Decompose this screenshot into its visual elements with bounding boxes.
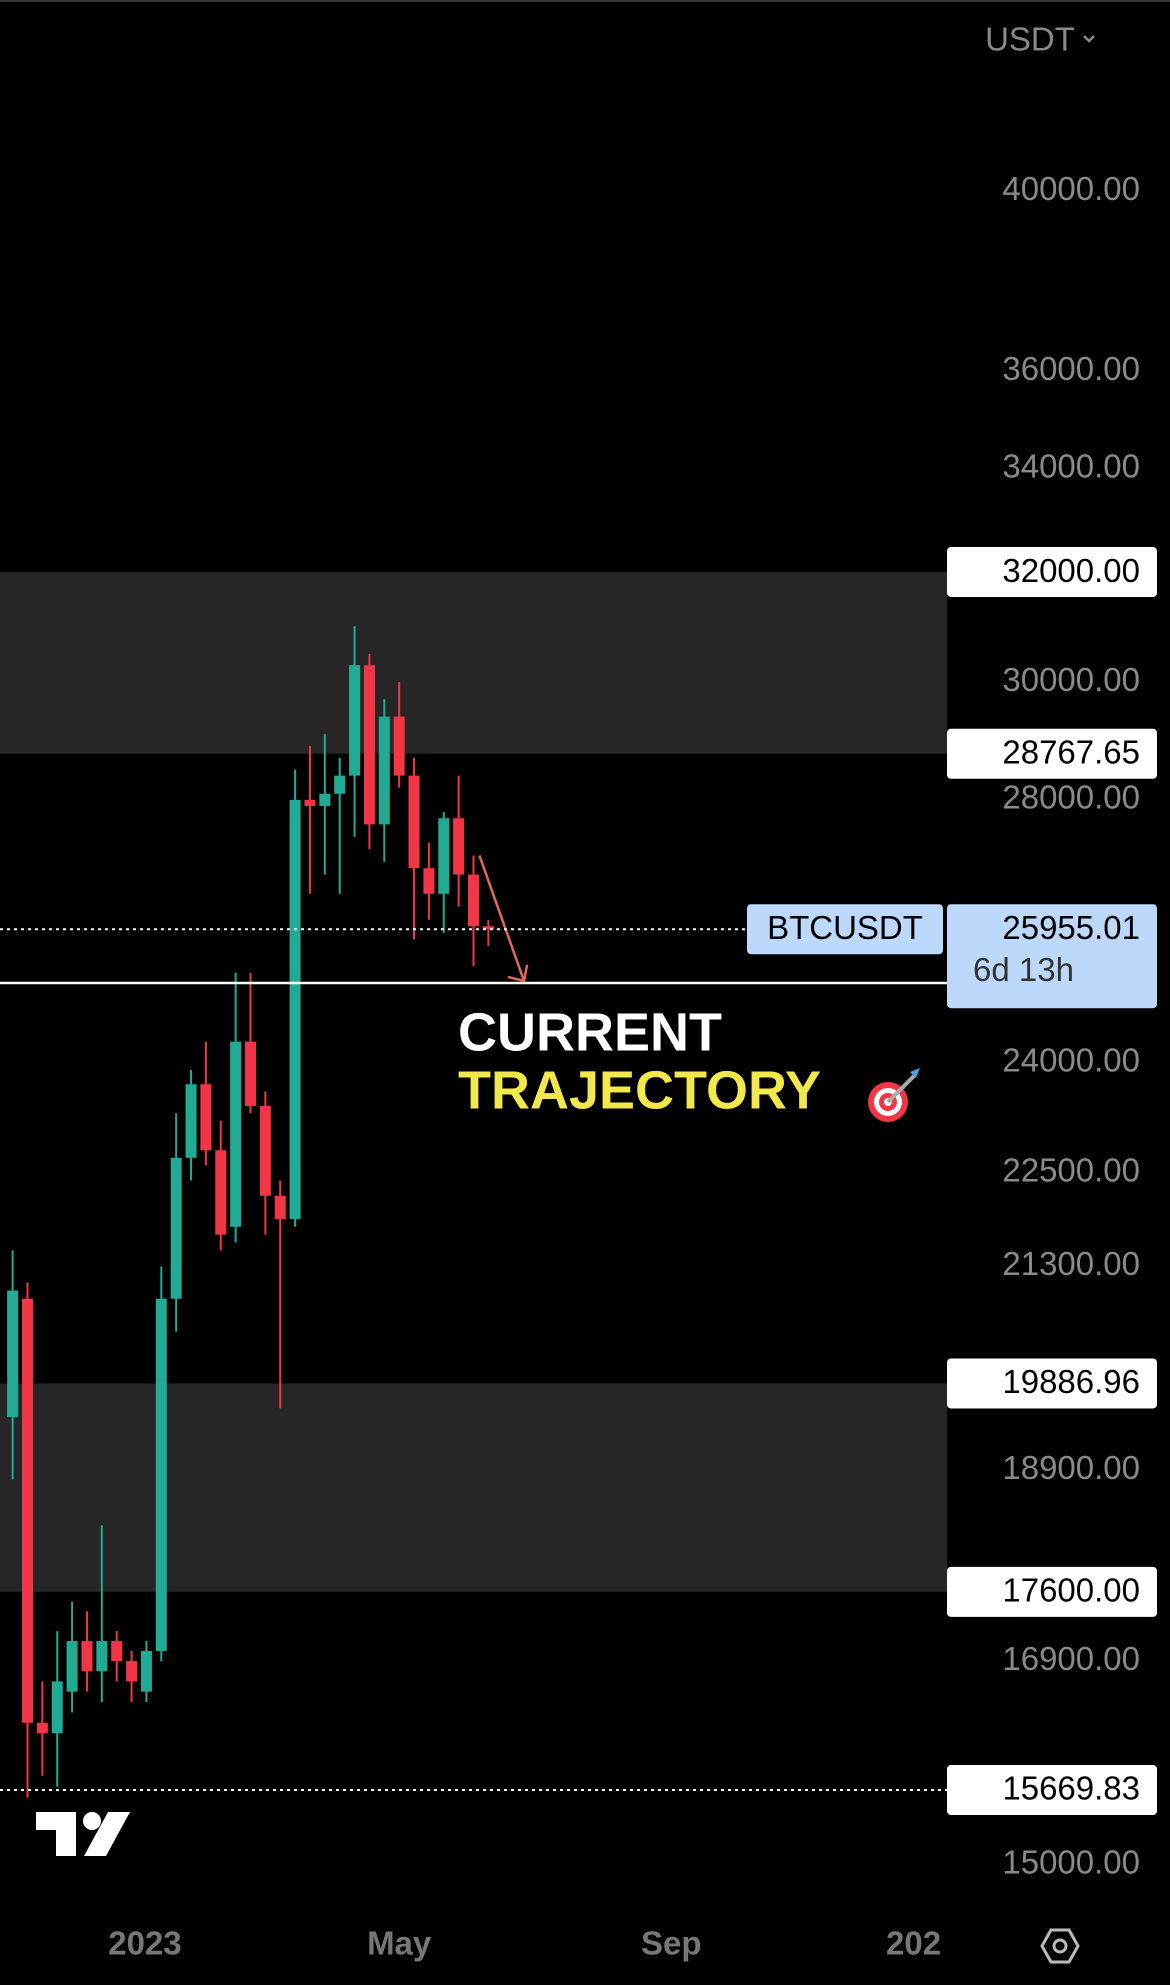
candle-body <box>319 793 331 806</box>
level-label-box <box>947 1765 1157 1816</box>
y-tick-label: 30000.00 <box>1002 661 1140 698</box>
price-zone <box>0 1383 947 1592</box>
y-tick-label: 24000.00 <box>1002 1042 1140 1079</box>
settings-icon[interactable] <box>1040 1928 1080 1964</box>
annotation-line: CURRENT <box>458 1002 722 1062</box>
price-zone <box>0 572 947 754</box>
y-tick-label: 28000.00 <box>1002 779 1140 816</box>
candle-body <box>155 1298 167 1652</box>
candle-body <box>81 1641 93 1672</box>
currency-chevron <box>1083 35 1095 43</box>
y-tick-label: 21300.00 <box>1002 1245 1140 1282</box>
candle-body <box>185 1084 197 1158</box>
candle-body <box>66 1641 78 1692</box>
y-tick-label: 16900.00 <box>1002 1640 1140 1677</box>
candle-body <box>453 818 465 875</box>
candle-body <box>96 1641 108 1672</box>
last-price-box <box>947 904 1157 1009</box>
candle-body <box>230 1041 242 1227</box>
y-tick-label: 15000.00 <box>1002 1843 1140 1880</box>
candle-body <box>393 716 405 776</box>
trajectory-arrow <box>478 855 529 983</box>
candle-body <box>200 1084 212 1151</box>
candle-body <box>36 1722 48 1734</box>
candle-body <box>259 1105 271 1196</box>
x-tick-label: 2023 <box>108 1925 181 1962</box>
y-tick-label: 22500.00 <box>1002 1152 1140 1189</box>
y-tick-label: 34000.00 <box>1002 447 1140 484</box>
candle-body <box>140 1651 152 1692</box>
annotation-line: TRAJECTORY <box>458 1060 821 1120</box>
x-tick-label: May <box>367 1925 432 1962</box>
candle-body <box>304 799 316 806</box>
candle-body <box>7 1290 19 1417</box>
countdown-label: 6d 13h <box>973 951 1074 988</box>
candle-body <box>170 1157 182 1299</box>
currency-selector[interactable]: USDT <box>985 21 1075 58</box>
level-label: 19886.96 <box>1002 1363 1140 1400</box>
candle-body <box>334 775 346 794</box>
last-price-label: 25955.01 <box>1002 909 1140 946</box>
symbol-box <box>747 904 943 955</box>
candle-body <box>423 868 435 894</box>
candle-body <box>378 716 390 825</box>
candle-body <box>51 1681 63 1734</box>
candle-body <box>22 1298 34 1723</box>
candle-body <box>408 775 420 869</box>
x-tick-label: Sep <box>641 1925 702 1962</box>
tradingview-logo[interactable] <box>36 1812 130 1856</box>
zones <box>0 572 947 1592</box>
candle-body <box>289 799 301 1219</box>
candles <box>7 626 494 1798</box>
candle-body <box>245 1041 257 1106</box>
axis: 40000.00 36000.00 34000.00 30000.00 28000.00… <box>108 170 1140 1962</box>
candle-body <box>215 1150 227 1235</box>
y-tick-label: 40000.00 <box>1002 170 1140 207</box>
x-tick-label: 202 <box>886 1925 941 1962</box>
overlays: 32000.00 28767.65 19886.96 17600.00 15669.83… <box>0 547 1157 1816</box>
candle-body <box>349 665 361 776</box>
candle-body <box>468 874 479 927</box>
symbol-label: BTCUSDT <box>767 909 923 946</box>
level-label-box <box>947 1566 1157 1617</box>
level-label-box <box>947 547 1157 598</box>
y-tick-label: 18900.00 <box>1002 1449 1140 1486</box>
level-label-box <box>947 1358 1157 1409</box>
level-label: 28767.65 <box>1002 733 1140 770</box>
candle-body <box>126 1661 138 1682</box>
candle-body <box>111 1641 123 1662</box>
y-tick-label: 36000.00 <box>1002 350 1140 387</box>
level-label: 32000.00 <box>1002 552 1140 589</box>
candle-body <box>438 818 450 894</box>
level-label-box <box>947 728 1157 779</box>
level-label: 15669.83 <box>1002 1770 1140 1807</box>
level-label: 17600.00 <box>1002 1572 1140 1609</box>
candle-body <box>363 665 375 825</box>
target-icon <box>868 1068 920 1122</box>
candle-body <box>274 1195 286 1219</box>
candle-body <box>482 926 494 930</box>
